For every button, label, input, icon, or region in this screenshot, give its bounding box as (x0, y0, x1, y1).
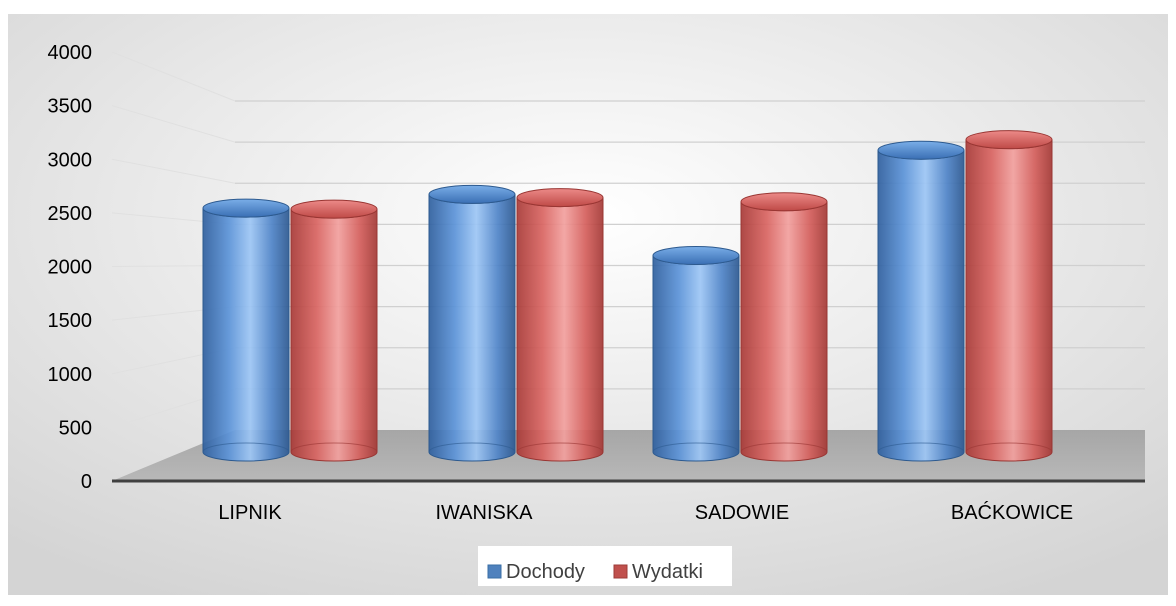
bar-dochody-sadowie (652, 245, 740, 462)
x-tick-label-backowice: BAĆKOWICE (951, 501, 1073, 524)
bar-body (965, 139, 1053, 462)
legend-box (478, 546, 732, 586)
bar-dochody-backowice (877, 140, 965, 462)
y-tick-label: 3500 (48, 96, 93, 118)
y-tick-label: 2500 (48, 203, 93, 225)
bar-body (202, 207, 290, 462)
gridline-side (111, 105, 236, 143)
bar-body (652, 255, 740, 462)
legend: Dochody Wydatki (478, 546, 732, 586)
bar-bottom-edge (428, 442, 516, 453)
x-tick-label-lipnik: LIPNIK (218, 502, 282, 524)
bar-dochody-iwaniska (428, 184, 516, 462)
y-tick-label: 3000 (48, 149, 93, 171)
bar-body (740, 201, 828, 462)
y-tick-label: 1000 (48, 364, 93, 386)
y-tick-label: 4000 (48, 42, 93, 64)
legend-item-wydatki: Wydatki (613, 561, 703, 583)
bar-wydatki-sadowie (740, 192, 828, 462)
bar-top (428, 184, 516, 204)
bar-top (290, 199, 378, 219)
y-tick-label: 500 (59, 417, 92, 439)
bar-dochody-lipnik (202, 198, 290, 462)
x-axis-ticks: LIPNIK IWANISKA SADOWIE BAĆKOWICE (218, 501, 1073, 524)
bar-bottom-edge (965, 442, 1053, 453)
bar-wydatki-backowice (965, 130, 1053, 462)
bar-bottom-edge (652, 442, 740, 453)
y-tick-label: 0 (81, 471, 92, 493)
legend-item-dochody: Dochody (487, 561, 585, 583)
bar-top (740, 192, 828, 212)
bar-bottom-edge (516, 442, 604, 453)
y-tick-label: 2000 (48, 257, 93, 279)
legend-swatch-dochody (487, 564, 502, 579)
bar-body (428, 194, 516, 462)
bar-body (877, 150, 965, 462)
bar-top (652, 245, 740, 265)
bar-top (202, 198, 290, 218)
x-tick-label-iwaniska: IWANISKA (435, 502, 533, 524)
bars (202, 130, 1053, 462)
legend-label-dochody: Dochody (506, 561, 585, 583)
gridline-side (111, 158, 236, 184)
bar-bottom-edge (877, 442, 965, 453)
legend-label-wydatki: Wydatki (632, 561, 703, 583)
y-tick-label: 1500 (48, 310, 93, 332)
bar-body (516, 197, 604, 462)
bar-top (965, 130, 1053, 150)
bar-wydatki-iwaniska (516, 188, 604, 462)
bar-bottom-edge (202, 442, 290, 453)
legend-swatch-wydatki (613, 564, 628, 579)
bar-wydatki-lipnik (290, 199, 378, 462)
x-tick-label-sadowie: SADOWIE (695, 502, 789, 524)
y-axis-ticks: 0 500 1000 1500 2000 2500 3000 3500 4000 (48, 42, 93, 493)
bar-bottom-edge (290, 442, 378, 453)
bar-top (877, 140, 965, 160)
gridline-side (111, 51, 236, 102)
bar-bottom-edge (740, 442, 828, 453)
bar-top (516, 188, 604, 208)
bar-body (290, 209, 378, 462)
